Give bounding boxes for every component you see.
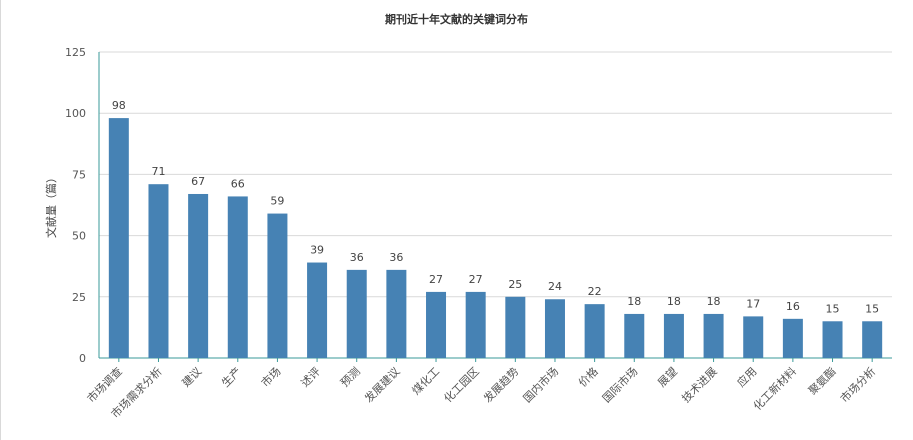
x-tick-label: 发展趋势 xyxy=(480,364,521,405)
data-label: 39 xyxy=(310,244,324,257)
bar-应用[interactable] xyxy=(743,316,764,358)
x-tick-label: 预测 xyxy=(338,365,363,390)
x-tick-label: 建议 xyxy=(179,364,204,389)
grid-lines xyxy=(99,51,892,298)
x-tick-label: 发展建议 xyxy=(361,364,402,405)
x-tick-label: 生产 xyxy=(218,364,243,389)
data-label: 66 xyxy=(231,177,245,190)
bar-述评[interactable] xyxy=(307,262,328,358)
bar-发展趋势[interactable] xyxy=(505,296,526,358)
x-tick-label: 化工园区 xyxy=(441,364,482,405)
axes xyxy=(98,52,892,362)
bar-聚氨酯[interactable] xyxy=(822,321,843,358)
chart-title: 期刊近十年文献的关键词分布 xyxy=(385,13,528,26)
bar-国际市场[interactable] xyxy=(624,313,645,358)
x-tick-label: 市场分析 xyxy=(837,364,878,405)
bar-国内市场[interactable] xyxy=(544,299,565,358)
x-tick-label: 化工新材料 xyxy=(750,364,799,413)
x-tick-label: 述评 xyxy=(298,365,323,390)
y-tick-label: 50 xyxy=(72,230,86,243)
data-label: 22 xyxy=(588,285,602,298)
x-tick-label: 应用 xyxy=(734,364,759,389)
bar-市场[interactable] xyxy=(267,213,288,358)
x-tick-label: 国内市场 xyxy=(520,364,561,405)
data-label: 98 xyxy=(112,99,126,112)
bar-建议[interactable] xyxy=(188,193,209,358)
bar-市场分析[interactable] xyxy=(862,321,883,358)
x-tick-label: 煤化工 xyxy=(409,364,442,397)
y-axis-label: 文献量（篇） xyxy=(44,172,58,238)
data-label: 36 xyxy=(350,251,364,264)
data-label: 67 xyxy=(191,175,205,188)
bar-煤化工[interactable] xyxy=(426,291,447,358)
data-label: 15 xyxy=(865,302,879,315)
y-tick-label: 125 xyxy=(65,46,86,59)
bar-市场调查[interactable] xyxy=(108,118,129,358)
data-label: 15 xyxy=(826,302,840,315)
y-tick-label: 75 xyxy=(72,168,86,181)
bar-技术进展[interactable] xyxy=(703,313,724,358)
data-label: 27 xyxy=(469,273,483,286)
data-label: 17 xyxy=(746,297,760,310)
data-label: 71 xyxy=(151,165,165,178)
bar-发展建议[interactable] xyxy=(386,269,407,358)
x-tick-label: 市场调查 xyxy=(84,364,125,405)
bar-预测[interactable] xyxy=(346,269,367,358)
bar-展望[interactable] xyxy=(663,313,684,358)
x-tick-label: 市场 xyxy=(258,364,283,389)
x-tick-label: 国际市场 xyxy=(599,364,640,405)
data-label: 18 xyxy=(667,295,681,308)
data-label: 16 xyxy=(786,300,800,313)
data-label: 36 xyxy=(389,251,403,264)
x-tick-label: 价格 xyxy=(575,364,600,389)
y-tick-label: 100 xyxy=(65,107,86,120)
bars xyxy=(108,118,883,358)
x-tick-labels: 市场调查市场需求分析 建议 生产 市场 述评 预测 发展建议 煤化工 化工园区 发展趋势 国内市场价… xyxy=(84,364,878,421)
bar-价格[interactable] xyxy=(584,304,605,358)
data-label: 18 xyxy=(627,295,641,308)
data-label: 27 xyxy=(429,273,443,286)
bar-生产[interactable] xyxy=(227,196,248,358)
data-labels: 98 71 67 66 59 39 36 36 27 27 25 24 22 18 18 18 17 16 15 15 xyxy=(112,99,879,315)
data-label: 59 xyxy=(270,195,284,208)
data-label: 18 xyxy=(707,295,721,308)
left-border-line xyxy=(0,0,1,440)
bar-市场需求分析[interactable] xyxy=(148,184,169,358)
y-tick-label: 25 xyxy=(72,291,86,304)
data-label: 25 xyxy=(508,278,522,291)
x-tick-label: 展望 xyxy=(655,365,680,390)
data-label: 24 xyxy=(548,280,562,293)
x-tick-label: 技术进展 xyxy=(679,365,719,405)
x-tick-label: 聚氨酯 xyxy=(806,365,839,398)
bar-化工新材料[interactable] xyxy=(782,318,803,358)
y-tick-label: 0 xyxy=(79,352,86,365)
bar-化工园区[interactable] xyxy=(465,291,486,358)
y-tick-labels: 0 25 50 75 100 125 xyxy=(65,46,86,365)
